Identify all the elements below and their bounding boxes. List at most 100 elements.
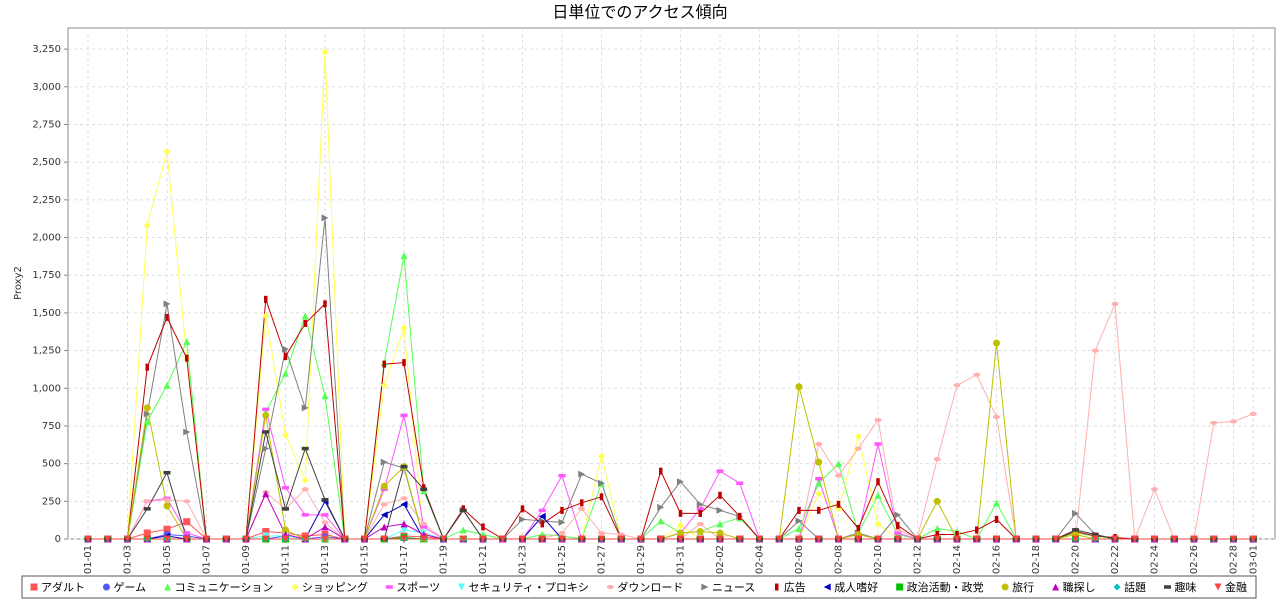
point [145,363,149,371]
x-tick-label: 01-05 [162,545,173,574]
point [1032,535,1040,543]
x-tick-label: 02-08 [834,545,845,574]
point [420,525,428,529]
point [420,521,428,527]
point [933,497,941,505]
point [1210,535,1218,543]
x-tick-label: 02-20 [1071,545,1082,574]
point [795,535,803,543]
point [1151,487,1158,492]
point [817,506,821,514]
point [163,502,171,510]
point [716,469,724,473]
point [183,499,191,504]
point [301,487,309,492]
point [382,360,386,368]
y-tick-label: 1,250 [32,346,61,357]
point [994,515,999,523]
legend-label: 旅行 [1012,580,1034,594]
point [696,500,704,508]
point [560,506,564,514]
x-tick-label: 02-22 [1110,545,1121,574]
point [775,535,783,543]
point [540,520,544,528]
y-tick-label: 1,750 [32,270,61,281]
point [578,470,586,478]
point [677,521,684,529]
point [914,535,921,543]
y-tick-label: 2,250 [32,195,61,206]
point [400,500,408,508]
point [1012,535,1020,543]
point [301,404,309,412]
point [657,535,665,543]
point [321,520,329,525]
point [698,509,702,517]
point [955,530,959,538]
legend-label: セキュリティ・プロキシ [469,581,589,594]
point [854,535,862,543]
point [874,491,882,499]
point [716,535,724,543]
point [282,526,289,534]
point [163,497,171,502]
point [716,529,724,537]
legend-marker [102,583,110,591]
point [598,479,605,487]
point [578,535,586,543]
point [163,535,171,543]
point [935,530,939,538]
x-tick-label: 02-24 [1150,545,1161,574]
point [479,535,487,543]
point [183,338,191,346]
point [400,526,408,534]
x-tick-label: 01-21 [478,545,489,574]
point [1091,532,1099,537]
point [1210,420,1218,426]
point [519,535,526,543]
point [459,535,467,543]
point [718,491,722,499]
legend-label: 成人嗜好 [834,580,878,594]
point [400,413,408,418]
point [933,524,941,532]
point [222,535,230,543]
point [400,324,408,332]
legend-marker [1052,583,1060,591]
y-tick-label: 2,500 [32,157,61,168]
legend-label: コミュニケーション [175,581,274,594]
point [975,526,979,534]
chart-title: 日単位でのアクセス傾向 [552,3,727,22]
x-tick-label: 01-07 [202,545,213,574]
point [1190,535,1198,543]
point [262,407,270,412]
point [538,512,546,520]
point [262,312,270,320]
y-tick-label: 2,000 [32,233,61,244]
point [203,535,210,543]
legend-label: 政治活動・政党 [907,580,984,594]
point [657,517,665,525]
point [1111,301,1119,306]
point [696,521,704,527]
y-tick-label: 500 [42,459,61,470]
point [323,300,327,308]
legend-box [21,575,1257,599]
point [1230,535,1237,543]
legend-marker [606,584,614,590]
point [657,503,665,511]
legend-marker [896,583,904,591]
point [242,535,250,543]
point [1052,535,1060,543]
point [599,493,604,501]
point [894,535,902,543]
point [835,473,842,478]
point [380,523,388,531]
legend-label: ダウンロード [617,580,683,594]
point [874,520,882,528]
y-tick-label: 1,500 [32,308,61,319]
point [361,535,368,543]
point [143,417,151,425]
point [558,530,566,536]
point [677,529,684,537]
